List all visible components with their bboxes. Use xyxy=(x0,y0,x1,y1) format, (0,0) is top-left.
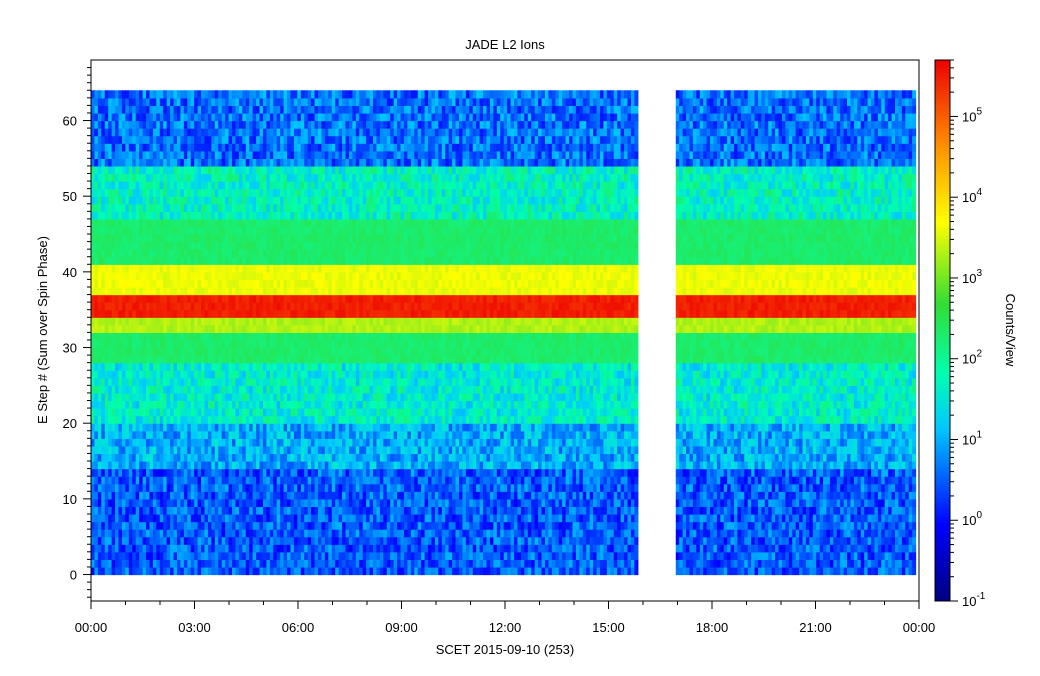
colorbar-tick-label: 102 xyxy=(962,349,982,367)
data-segment-2 xyxy=(675,90,917,576)
x-tick-label: 09:00 xyxy=(385,620,418,635)
colorbar-tick-label: 100 xyxy=(962,510,982,528)
y-tick-label: 60 xyxy=(63,114,77,129)
x-tick-label: 06:00 xyxy=(282,620,315,635)
x-tick-label: 03:00 xyxy=(178,620,211,635)
heatmap-area xyxy=(91,90,917,576)
y-axis: 0 10 20 30 40 50 60 xyxy=(63,67,91,598)
colorbar-tick-label: 101 xyxy=(962,429,982,447)
y-tick-label: 20 xyxy=(63,416,77,431)
x-tick-label: 00:00 xyxy=(903,620,936,635)
y-axis-label: E Step # (Sum over Spin Phase) xyxy=(35,236,50,424)
colorbar-label: Counts/View xyxy=(1003,294,1018,367)
y-tick-label: 10 xyxy=(63,492,77,507)
x-tick-label: 00:00 xyxy=(75,620,108,635)
x-tick-label: 15:00 xyxy=(592,620,625,635)
x-tick-label: 12:00 xyxy=(489,620,522,635)
colorbar-tick-label: 10-1 xyxy=(962,591,986,609)
colorbar-axis: 10-1 100 101 102 103 104 105 xyxy=(950,59,986,609)
y-tick-label: 0 xyxy=(70,568,77,583)
y-tick-label: 50 xyxy=(63,189,77,204)
x-axis-label: SCET 2015-09-10 (253) xyxy=(436,642,575,657)
x-tick-label: 21:00 xyxy=(799,620,832,635)
colorbar xyxy=(934,59,951,602)
data-segment-1 xyxy=(91,90,639,576)
y-tick-label: 30 xyxy=(63,341,77,356)
colorbar-tick-label: 103 xyxy=(962,268,982,286)
x-tick-label: 18:00 xyxy=(696,620,729,635)
y-tick-label: 40 xyxy=(63,265,77,280)
colorbar-tick-label: 104 xyxy=(962,187,982,205)
chart-title: JADE L2 Ions xyxy=(465,37,545,52)
colorbar-tick-label: 105 xyxy=(962,106,982,124)
x-axis: 00:00 03:00 06:00 09:00 12:00 15:00 18:00 21:00… xyxy=(75,601,936,635)
